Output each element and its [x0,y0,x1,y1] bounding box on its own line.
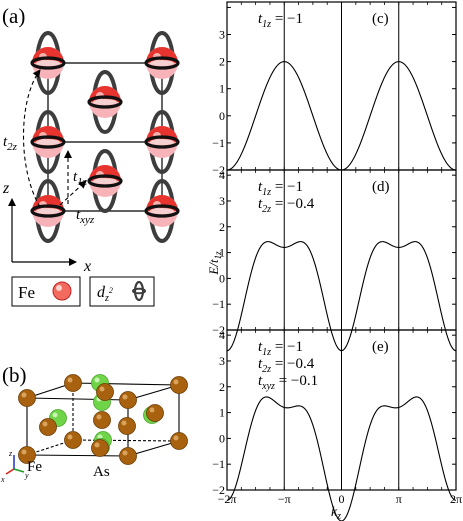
panel-b: (b) Fe As z x y [0,363,188,484]
dz2-orbital-icon [132,280,146,302]
panel-a: (a) t2z t1z txyz z x [2,4,180,307]
hopping-arrows [23,69,87,208]
legend-fe: Fe [11,276,81,307]
x-tick-label: π [396,492,402,506]
y-tick-label: 0 [219,109,225,123]
y-tick-label: 1 [219,82,225,96]
x-tick-label: 0 [339,492,345,506]
y-tick-label: −2 [212,163,225,177]
z-axis-label: z [2,180,10,197]
legend-orbital-label: dz2 [97,284,113,304]
y-axis-label: E/t1z [206,251,223,276]
y-tick-label: 2 [219,220,225,234]
y-tick-label: 2 [219,380,225,394]
x-tick-label: −2π [218,492,237,506]
fe-atom [119,391,137,409]
triad-x-label: x [0,475,5,484]
x-tick-label: 2π [450,492,462,506]
fe-atom [170,432,188,450]
fe-dz2-site [144,179,180,243]
t2z-arrow [23,69,41,208]
fe-atom [118,417,136,435]
panel-label-a: (a) [2,4,25,28]
x-tick-label: −π [278,492,291,506]
fe-atom [64,431,82,449]
t2z-label: t2z [3,134,18,153]
y-tick-label: 0 [219,431,225,445]
fe-atom [91,439,109,457]
fe-atom [119,447,137,465]
fe-dz2-site [30,110,66,174]
fe-atom [18,446,36,464]
y-tick-label: 4 [219,328,225,342]
band-panel-c: −2 −1 0 1 2 3 (c) t1z = −1 [212,1,457,177]
fe-orbital-sites [30,31,180,243]
crystal-atoms [18,374,188,465]
y-tick-label: 2 [219,55,225,69]
crystal-axis-triad [5,455,25,475]
panel-label-b: (b) [2,363,27,387]
fe-dz2-site [144,31,180,95]
txyz-label: txyz [76,207,95,226]
fe-dz2-site [144,110,180,174]
y-tick-label: 3 [219,28,225,42]
fe-atom [39,418,57,436]
legend-orbital: dz2 [89,276,155,307]
txyz-arrow [59,180,87,206]
y-tick-label: −2 [212,483,225,497]
y-tick-label: −2 [212,323,225,337]
panel-label: (c) [372,11,389,27]
y-tick-label: 3 [219,354,225,368]
lattice-axes [8,198,77,266]
fe-atom [93,411,111,429]
fe-atom [96,383,114,401]
fe-ball-icon [52,281,72,301]
t1z-label: t1z [73,169,88,188]
fe-dz2-site [87,149,123,213]
y-tick-label: −1 [212,457,225,471]
y-tick-label: 1 [219,406,225,420]
triad-z-label: z [8,449,13,458]
panel-label: (d) [372,179,390,195]
fe-dz2-site [87,70,123,134]
fe-atom [170,376,188,394]
y-tick-label: −1 [212,297,225,311]
y-tick-label: 4 [219,168,225,182]
y-tick-label: −1 [212,136,225,150]
y-tick-label: 0 [219,271,225,285]
fe-dz2-site [30,31,66,95]
y-tick-label: 3 [219,194,225,208]
fe-dz2-site [30,179,66,243]
legend-fe-label: Fe [18,283,35,302]
param-label: t1z = −1 [258,179,303,198]
x-axis-label: kz [331,505,341,521]
fe-atom-label: Fe [27,459,42,475]
fe-atom [18,389,36,407]
param-label: t1z = −1 [258,11,303,30]
panel-label: (e) [372,339,389,355]
as-atom-label: As [93,464,110,480]
y-tick-label: 1 [219,246,225,260]
fe-atom [146,404,164,422]
fe-atom [64,374,82,392]
param-label: txyz = −0.1 [258,373,318,392]
x-axis-label: x [83,258,91,275]
triad-y-label: y [24,471,29,480]
param-label: t2z = −0.4 [258,196,315,215]
param-label: t2z = −0.4 [258,356,315,375]
param-label: t1z = −1 [258,339,303,358]
